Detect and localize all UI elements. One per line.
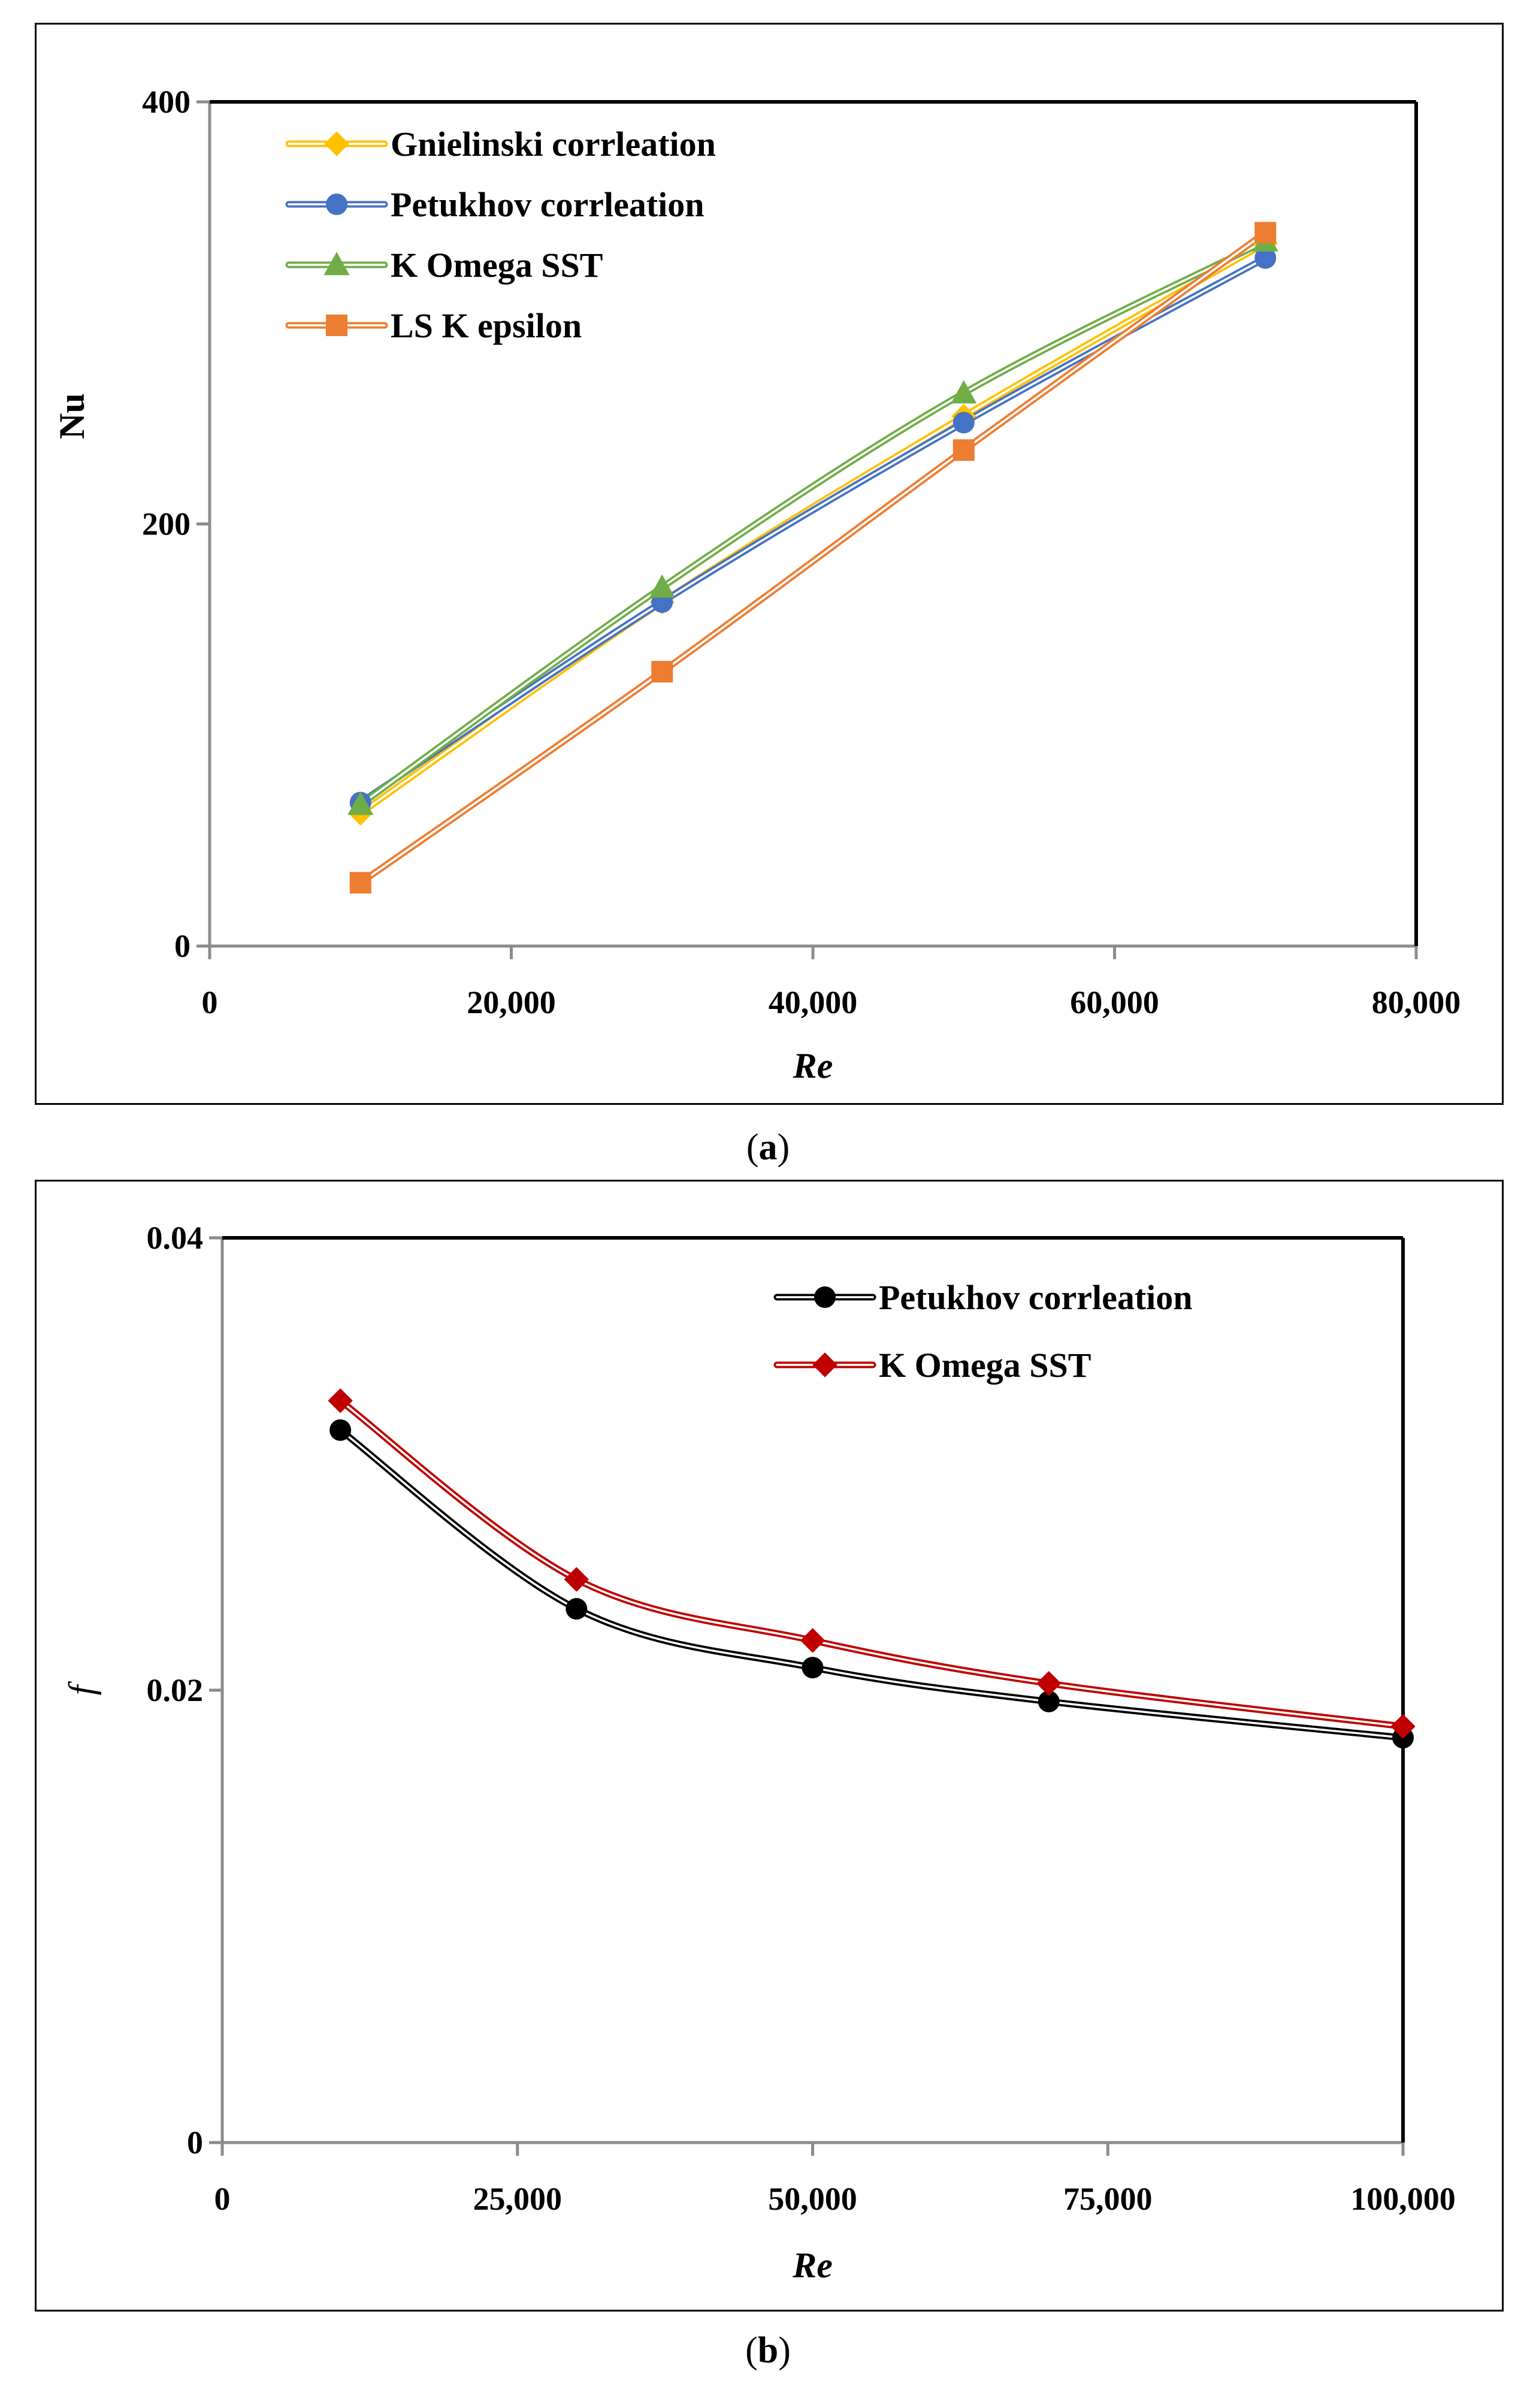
chart-b-legend-marker-k-omega-sst bbox=[812, 1352, 837, 1377]
chart-b-x-tick-label-1: 25,000 bbox=[473, 2181, 563, 2217]
caption-a-letter: a bbox=[758, 1127, 778, 1168]
caption-b: (b) bbox=[745, 2330, 791, 2371]
chart-b-x-tick-label-0: 0 bbox=[214, 2181, 231, 2217]
chart-a-point-k-omega-sst-0 bbox=[347, 791, 374, 815]
chart-b-x-tick-label-2: 50,000 bbox=[768, 2181, 857, 2217]
chart-a-point-ls-k-epsilon-3 bbox=[1254, 222, 1277, 244]
chart-b-frame bbox=[35, 1180, 1504, 2312]
chart-a-x-tick-label-0: 0 bbox=[202, 984, 218, 1020]
chart-b-y-axis-title: f bbox=[62, 1681, 101, 1695]
chart-b-point-k-omega-sst-0 bbox=[328, 1388, 353, 1413]
chart-a-legend-marker-k-omega-sst bbox=[323, 252, 350, 276]
chart-b-x-axis-title: Re bbox=[792, 2246, 833, 2285]
chart-a-point-ls-k-epsilon-0 bbox=[349, 872, 371, 894]
chart-a-point-k-omega-sst-2 bbox=[951, 380, 977, 404]
chart-a-x-tick-label-1: 20,000 bbox=[467, 984, 556, 1020]
chart-a-point-petukhov-corrleation-3 bbox=[1254, 247, 1277, 269]
caption-a: (a) bbox=[746, 1127, 790, 1168]
chart-b-point-petukhov-corrleation-0 bbox=[329, 1419, 352, 1441]
chart-a-x-axis-title: Re bbox=[793, 1046, 833, 1086]
chart-b-point-k-omega-sst-3 bbox=[1036, 1670, 1062, 1696]
chart-b-legend-label-k-omega-sst: K Omega SST bbox=[879, 1346, 1091, 1385]
chart-a-legend-marker-petukhov-corrleation bbox=[326, 194, 347, 215]
chart-a-point-petukhov-corrleation-2 bbox=[953, 412, 975, 434]
chart-a-point-ls-k-epsilon-1 bbox=[651, 661, 673, 683]
chart-b-legend-marker-petukhov-corrleation bbox=[814, 1286, 836, 1308]
chart-a-y-tick-label-2: 400 bbox=[142, 84, 191, 120]
chart-b-point-petukhov-corrleation-3 bbox=[1038, 1690, 1060, 1712]
chart-b-point-petukhov-corrleation-2 bbox=[802, 1657, 824, 1679]
chart-a-y-axis-title: Nu bbox=[52, 393, 92, 439]
chart-b-point-k-omega-sst-2 bbox=[800, 1628, 826, 1653]
chart-b-point-k-omega-sst-1 bbox=[564, 1567, 589, 1592]
chart-a-x-tick-label-2: 40,000 bbox=[769, 984, 858, 1020]
chart-b-point-petukhov-corrleation-1 bbox=[566, 1598, 588, 1620]
chart-b-series-line-petukhov-corrleation bbox=[337, 1427, 1407, 1741]
chart-a-x-tick-label-4: 80,000 bbox=[1372, 984, 1461, 1020]
chart-b-x-tick-label-4: 100,000 bbox=[1350, 2181, 1456, 2217]
chart-a-point-k-omega-sst-1 bbox=[649, 574, 675, 598]
chart-a-y-tick-label-0: 0 bbox=[174, 928, 191, 964]
chart-a-point-ls-k-epsilon-2 bbox=[953, 439, 975, 461]
chart-a-legend-label-ls-k-epsilon: LS K epsilon bbox=[391, 306, 582, 345]
chart-a-frame bbox=[35, 23, 1504, 1105]
chart-b-x-tick-label-3: 75,000 bbox=[1063, 2181, 1153, 2217]
chart-a-y-tick-label-1: 200 bbox=[142, 506, 191, 542]
chart-a-legend-label-k-omega-sst: K Omega SST bbox=[391, 246, 603, 285]
chart-a-legend-marker-ls-k-epsilon bbox=[326, 315, 347, 336]
chart-a-series-line-k-omega-sst bbox=[357, 237, 1269, 808]
chart-a-x-tick-label-3: 60,000 bbox=[1070, 984, 1159, 1020]
chart-a-series-line-ls-k-epsilon bbox=[357, 229, 1269, 886]
chart-b-y-tick-label-2: 0.04 bbox=[147, 1220, 204, 1256]
chart-b-legend-label-petukhov-corrleation: Petukhov corrleation bbox=[879, 1278, 1193, 1317]
chart-a-legend-label-gnielinski-corrleation: Gnielinski corrleation bbox=[391, 125, 716, 164]
chart-b-y-tick-label-1: 0.02 bbox=[147, 1672, 204, 1708]
chart-b-point-k-omega-sst-4 bbox=[1390, 1714, 1416, 1739]
caption-b-letter: b bbox=[757, 2330, 779, 2371]
chart-a-legend-marker-gnielinski-corrleation bbox=[324, 131, 349, 156]
chart-b-y-tick-label-0: 0 bbox=[187, 2125, 203, 2161]
chart-a-legend-label-petukhov-corrleation: Petukhov corrleation bbox=[391, 185, 704, 224]
